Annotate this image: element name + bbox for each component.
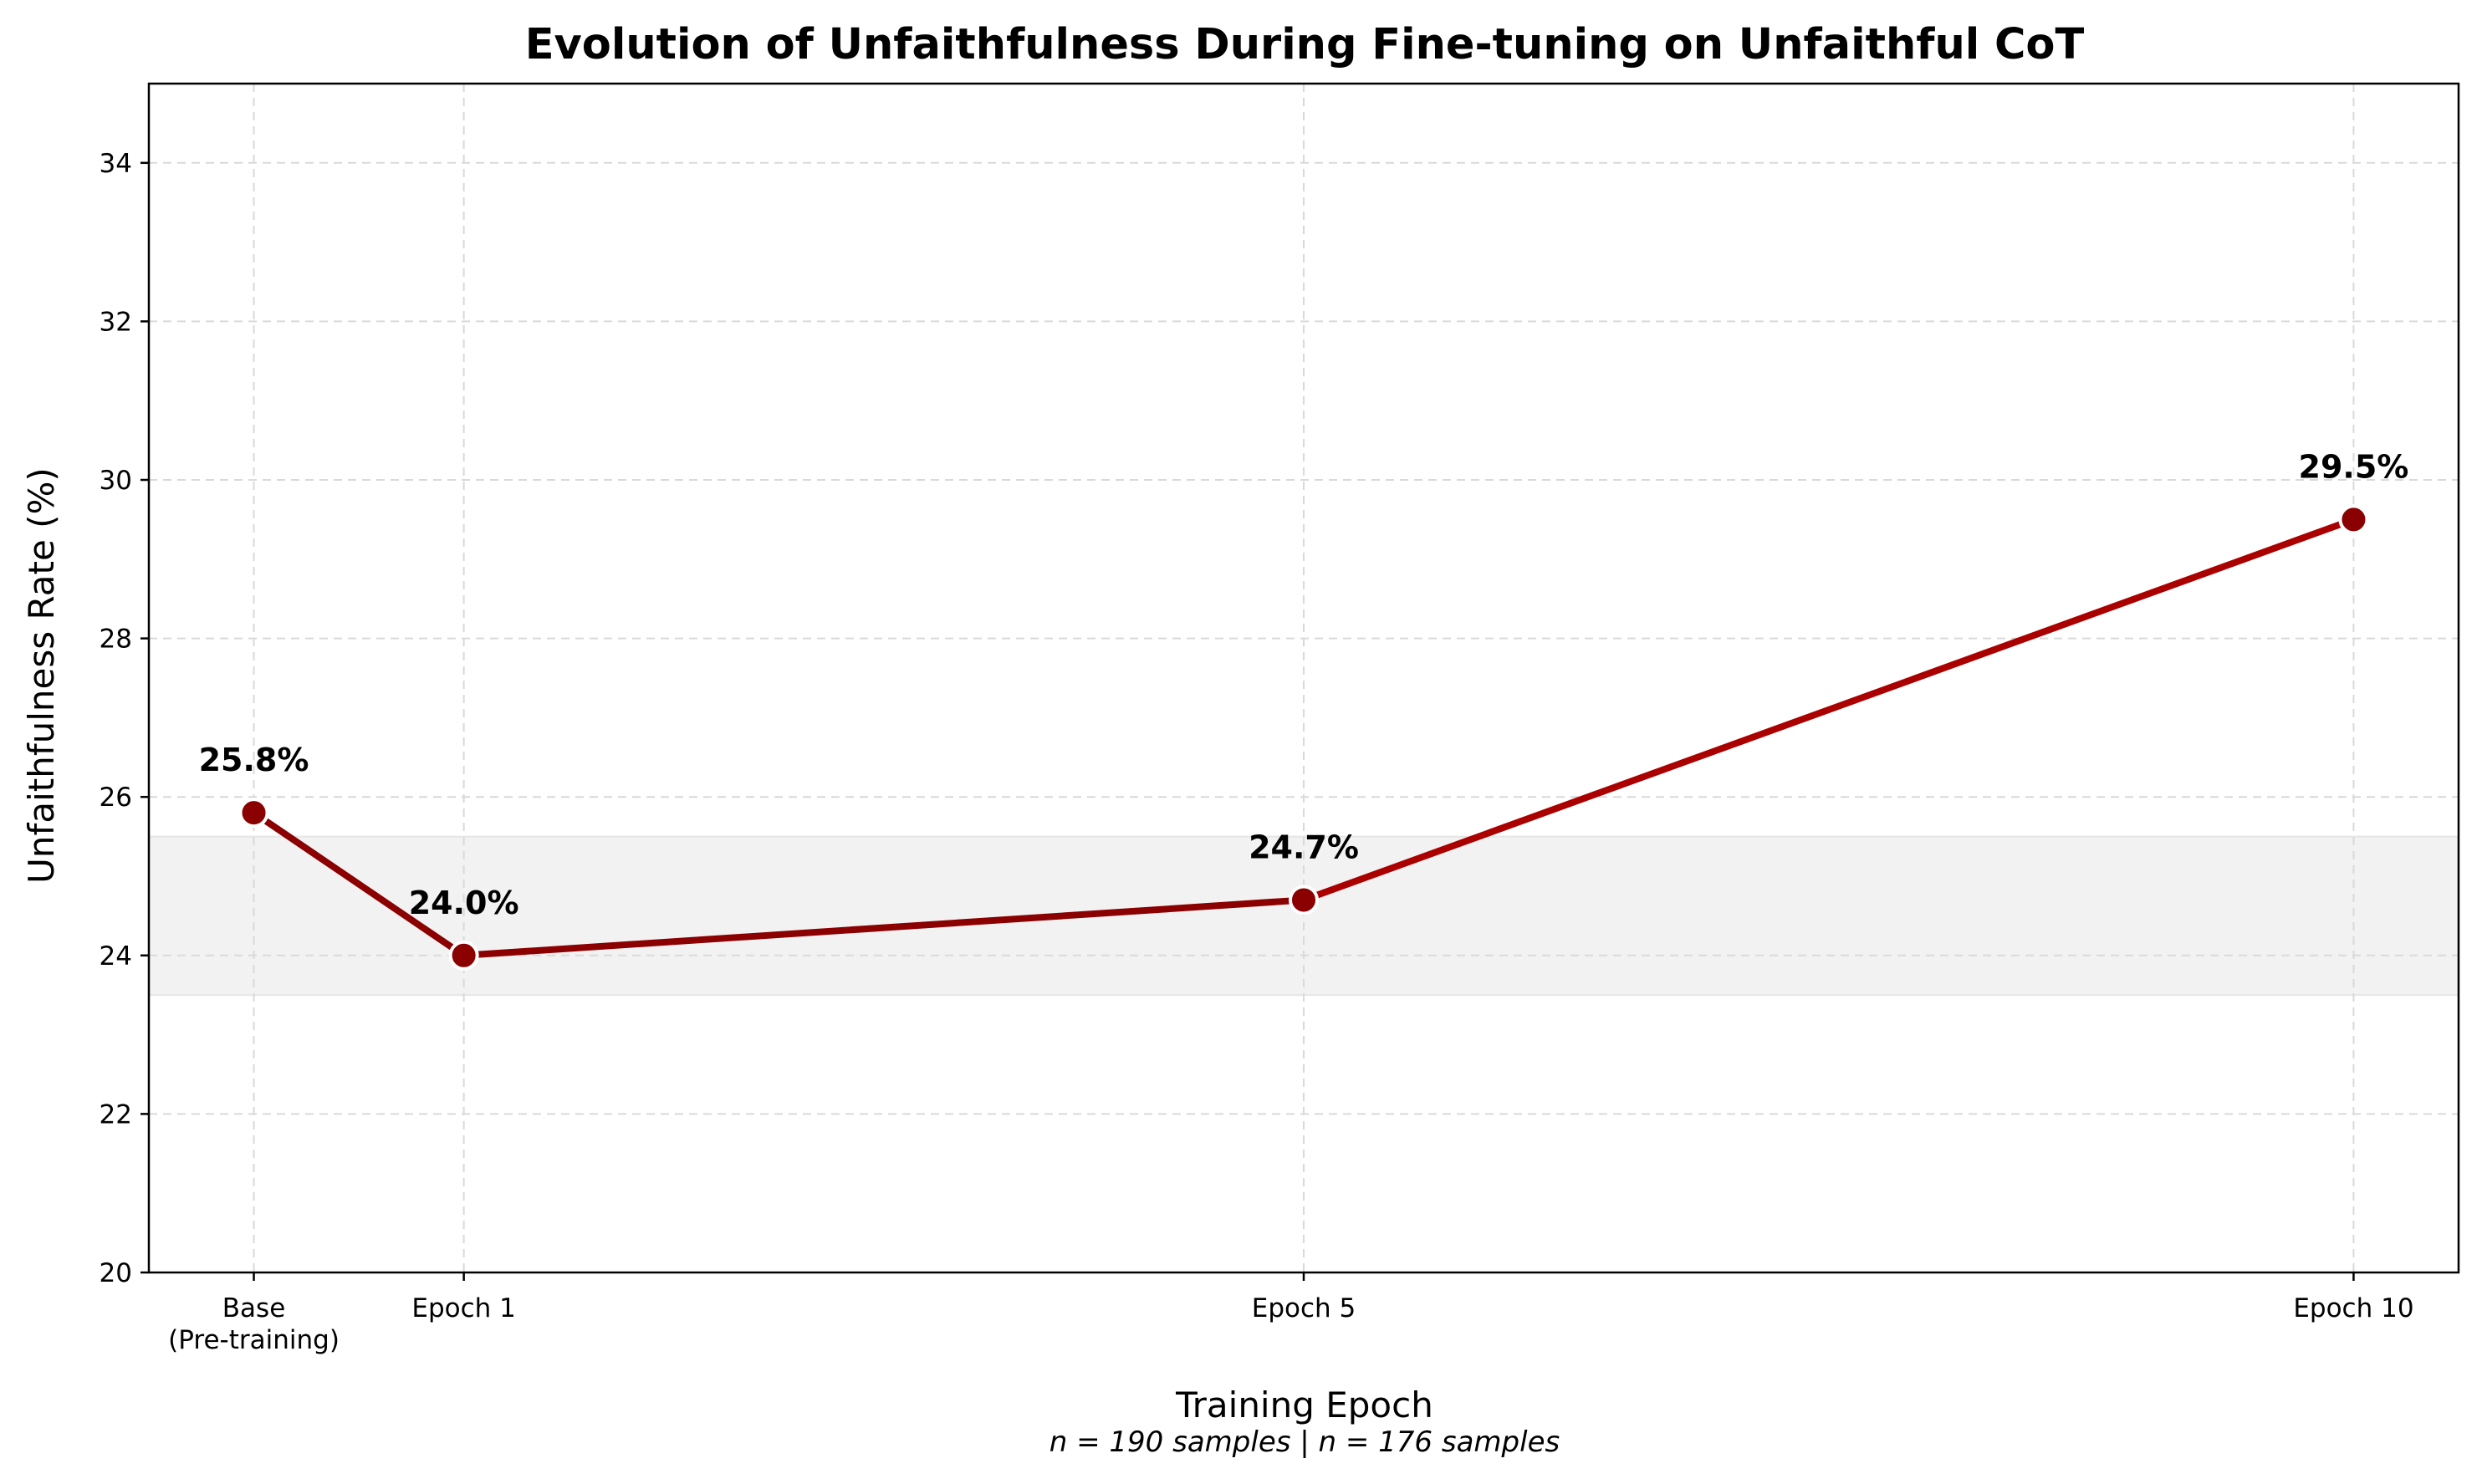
y-tick-label-3: 26 [100,783,132,813]
y-tick-label-7: 34 [100,149,132,179]
series-line-segment-2 [1300,516,2357,904]
x-tick-label-0-line-0: Base [222,1293,286,1323]
chart-title: Evolution of Unfaithfulness During Fine-… [525,20,2085,69]
x-tick-label-0-line-1: (Pre-training) [168,1325,340,1355]
data-point-3 [2338,504,2369,535]
data-point-1 [448,940,479,971]
series-line-segment-0 [250,809,467,959]
chart-footnote: n = 190 samples | n = 176 samples [1049,1425,1560,1459]
plot-area: 20 22 24 26 28 30 32 34 Base(Pre-training) Epoch … [100,82,2460,1355]
y-axis-label: Unfaithfulness Rate (%) [21,467,62,884]
y-tick-label-6: 32 [100,307,132,337]
x-axis-label: Training Epoch [1175,1385,1433,1425]
x-tick-label-3: Epoch 10 [2293,1293,2413,1323]
data-label-1: 24.0% [409,885,519,921]
y-tick-label-0: 20 [100,1258,132,1288]
data-point-2 [1289,885,1319,915]
data-point-0 [238,798,269,829]
y-tick-label-5: 30 [100,466,132,496]
y-tick-label-4: 28 [100,625,132,655]
x-tick-label-2: Epoch 5 [1252,1293,1356,1323]
y-tick-label-1: 22 [100,1099,132,1130]
y-tick-label-2: 24 [100,941,132,971]
x-tick-label-1: Epoch 1 [411,1293,516,1323]
series-line-segment-1 [460,896,1307,959]
data-label-3: 29.5% [2299,448,2409,485]
data-label-0: 25.8% [199,742,309,778]
data-label-2: 24.7% [1249,829,1359,865]
